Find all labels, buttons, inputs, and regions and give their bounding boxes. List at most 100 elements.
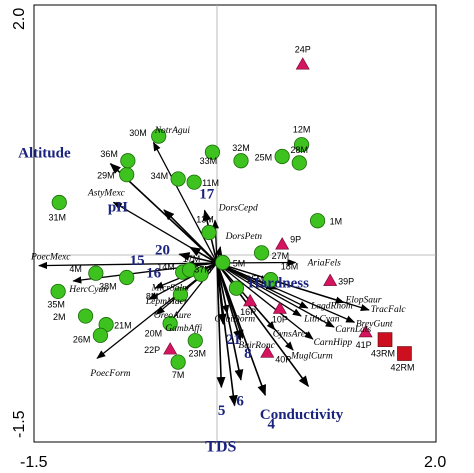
env-label-tds: TDS	[205, 438, 236, 455]
env-arrow-tds	[216, 262, 238, 407]
env-label-17: 17	[199, 187, 215, 203]
site-label-12m: 12M	[293, 125, 311, 135]
site-point-1m	[309, 213, 326, 229]
site-label-27m: 27M	[272, 251, 290, 261]
env-label-hardness: Hardness	[248, 275, 309, 291]
species-label-herccyan: HercCyan	[68, 285, 108, 295]
site-label-40p: 40P	[275, 354, 291, 364]
env-label-altitude: Altitude	[18, 146, 71, 162]
site-point-39p	[323, 273, 338, 286]
species-label-lepmmacr: LepmMacr	[145, 297, 188, 307]
site-point-34m	[170, 171, 186, 187]
species-arrow-gambaffi	[166, 262, 218, 328]
site-label-29m: 29M	[97, 171, 115, 181]
site-point-41p	[358, 325, 373, 338]
site-label-39p: 39P	[338, 277, 354, 287]
site-point-10p	[272, 301, 287, 314]
env-label-ph: pH	[108, 200, 128, 216]
species-arrow-lithcyan	[216, 262, 302, 317]
site-point-15m	[228, 280, 245, 296]
site-point-2m	[77, 308, 94, 324]
species-arrow-notragui	[152, 141, 218, 264]
env-label-4: 4	[268, 417, 276, 433]
species-label-brevgunt: BrevGunt	[356, 320, 393, 330]
species-label-cynsaren: CynsAren	[273, 329, 310, 339]
env-label-16: 16	[146, 266, 162, 282]
species-label-dorscepd: DorsCepd	[218, 203, 258, 213]
site-point-40p	[260, 345, 275, 358]
site-label-35m: 35M	[47, 299, 65, 309]
species-arrow-carnhipp	[216, 262, 314, 340]
species-label-muglcurm: MuglCurm	[290, 352, 333, 362]
site-point-7m	[170, 354, 186, 370]
site-point-16p	[243, 293, 258, 307]
species-label-ariafels: AriaFels	[307, 258, 342, 268]
x-tick-label-max: 2.0	[424, 454, 446, 471]
species-label-astymexc: AstyMexc	[87, 188, 126, 198]
site-label-17m: 17M	[183, 254, 201, 264]
species-label-lagdrhom: LagdRhom	[310, 302, 353, 312]
env-label-21: 21	[226, 332, 241, 348]
site-label-37m: 37M	[194, 264, 212, 274]
site-point-31m	[51, 194, 67, 211]
species-arrow-dorscepd	[211, 219, 220, 264]
species-label-notragui: NotrAgui	[154, 126, 191, 136]
species-label-poecmexc: PoecMexc	[30, 253, 71, 263]
site-point-43rm	[377, 332, 393, 347]
site-point-24p	[295, 57, 310, 70]
site-label-4m: 4M	[69, 264, 82, 274]
species-label-lithcyan: LithCyan	[303, 314, 340, 324]
plot-frame	[33, 4, 437, 443]
site-point-35m	[50, 283, 66, 300]
site-label-28m: 28M	[291, 145, 309, 155]
site-label-42rm: 42RM	[390, 363, 414, 373]
env-arrow-20	[189, 246, 218, 264]
site-point-22p	[163, 342, 178, 355]
site-label-26m: 26M	[73, 334, 91, 344]
site-label-15m: 15M	[246, 274, 264, 284]
env-label-8: 8	[244, 346, 252, 362]
site-label-25m: 25M	[255, 152, 273, 162]
y-tick-label-max: 2.0	[11, 8, 28, 30]
site-point-11m	[186, 174, 202, 190]
env-arrow-ph	[163, 209, 218, 264]
site-markers	[50, 57, 412, 370]
site-point-33m	[204, 144, 221, 160]
site-point-38m	[119, 269, 135, 286]
site-point-27m	[253, 245, 270, 261]
site-point-12m	[293, 137, 310, 153]
site-label-7m: 7M	[172, 370, 185, 380]
site-label-43rm: 43RM	[371, 349, 395, 359]
site-point-13m	[201, 224, 217, 241]
site-label-18m: 18M	[281, 262, 299, 272]
site-point-30m	[151, 128, 167, 144]
species-label-micrsalm: MicrSalm	[151, 283, 190, 293]
site-point-9p	[275, 237, 290, 250]
species-label-cobidorm: CobiDorm	[214, 314, 255, 324]
species-label-poecform: PoecForm	[89, 369, 130, 379]
site-label-24p: 24P	[295, 44, 311, 54]
site-label-5m: 5M	[233, 258, 246, 268]
x-tick-label-min: -1.5	[20, 454, 48, 471]
site-label-16p: 16P	[240, 307, 256, 317]
site-label-20m: 20M	[145, 329, 163, 339]
site-label-36m: 36M	[100, 149, 118, 159]
site-label-8m: 8M	[146, 292, 159, 302]
species-arrow-lagdrhom	[216, 262, 309, 309]
site-label-34m: 34M	[151, 171, 169, 181]
site-label-14m: 14M	[157, 262, 175, 272]
species-label-elopsaur: ElopSaur	[345, 295, 382, 305]
env-arrow-15	[178, 252, 218, 264]
site-point-28m	[291, 155, 307, 171]
site-point-42rm	[397, 346, 412, 361]
site-label-38m: 38M	[99, 281, 117, 291]
site-point-32m	[233, 153, 249, 169]
site-label-9p: 9P	[290, 234, 301, 244]
site-label-13m: 13M	[196, 215, 214, 225]
env-arrow-5	[216, 262, 226, 389]
site-point-8m	[172, 287, 189, 303]
species-label-carnlats: CarnLats	[335, 325, 371, 335]
site-label-10p: 10P	[272, 315, 288, 325]
